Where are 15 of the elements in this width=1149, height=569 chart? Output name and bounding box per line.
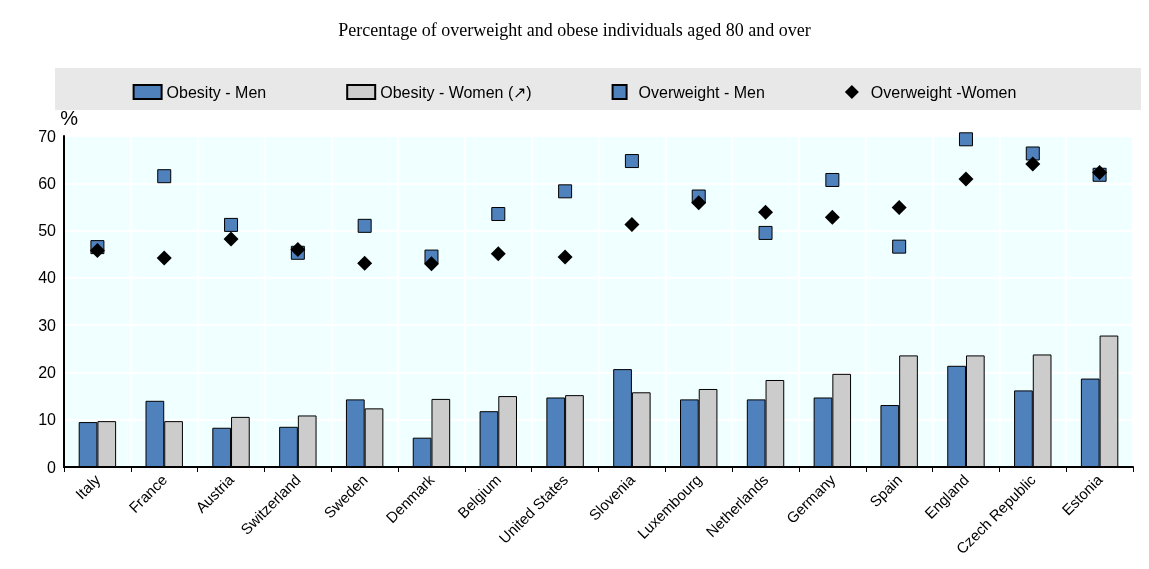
legend-label: Overweight - Men [638, 83, 765, 101]
x-tick-label: Italy [71, 470, 104, 503]
y-axis-title: % [60, 107, 79, 130]
y-tick-label: 60 [38, 174, 57, 192]
y-tick-label: 0 [47, 458, 57, 476]
y-tick-label: 40 [38, 269, 57, 287]
y-tick-label: 20 [38, 363, 57, 381]
y-tick-label: 10 [38, 411, 57, 429]
y-tick-label: 70 [38, 127, 57, 145]
chart-title: Percentage of overweight and obese individuals aged 80 and over [338, 20, 811, 40]
legend-label: Obesity - Men [166, 83, 267, 101]
legend-label: Obesity - Women (↗) [380, 83, 532, 101]
y-tick-label: 30 [38, 316, 57, 334]
y-tick-label: 50 [38, 222, 57, 240]
legend-label: Overweight -Women [870, 83, 1017, 101]
